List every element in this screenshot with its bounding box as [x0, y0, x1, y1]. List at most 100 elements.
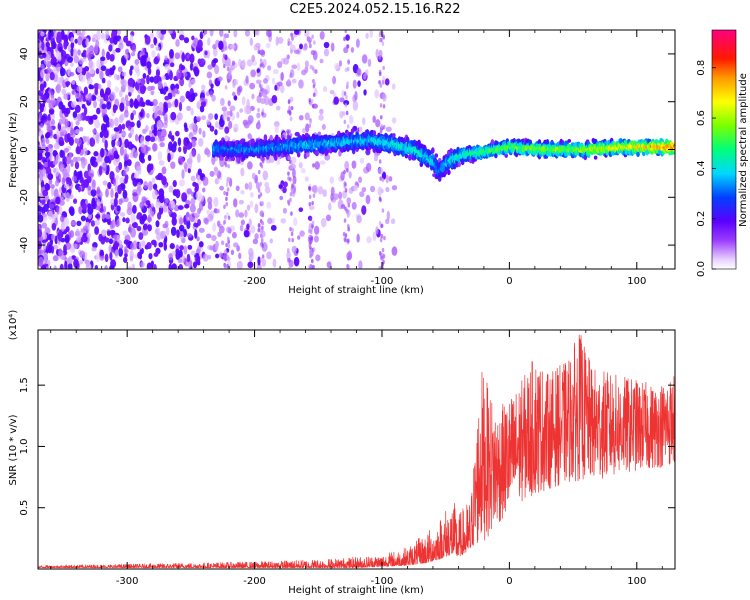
noise-streak: [257, 169, 261, 175]
noise-speckle: [75, 228, 80, 237]
noise-speckle: [114, 117, 119, 127]
noise-speckle: [357, 80, 361, 87]
noise-speckle: [146, 262, 153, 269]
noise-speckle: [178, 34, 185, 41]
noise-speckle: [157, 151, 163, 161]
noise-speckle: [128, 223, 133, 234]
noise-speckle: [121, 123, 126, 130]
noise-speckle: [285, 79, 292, 87]
noise-speckle: [119, 212, 126, 217]
noise-speckle: [47, 159, 51, 168]
noise-speckle: [106, 230, 111, 237]
noise-speckle: [152, 105, 159, 114]
noise-speckle: [345, 34, 350, 41]
noise-speckle: [293, 49, 300, 55]
noise-speckle: [57, 248, 63, 257]
noise-speckle: [243, 121, 250, 129]
noise-streak: [381, 41, 385, 46]
noise-streak: [309, 216, 313, 222]
noise-speckle: [254, 203, 259, 214]
noise-speckle: [391, 246, 398, 256]
noise-speckle: [314, 161, 320, 170]
noise-speckle: [99, 98, 104, 104]
noise-streak: [260, 164, 264, 169]
noise-speckle: [95, 214, 101, 219]
noise-speckle: [47, 126, 54, 134]
noise-speckle: [40, 69, 45, 79]
noise-speckle: [117, 66, 123, 73]
noise-speckle: [170, 111, 177, 121]
noise-speckle: [96, 198, 101, 207]
noise-streak: [346, 124, 350, 129]
noise-speckle: [75, 129, 80, 135]
noise-streak: [259, 192, 263, 197]
noise-speckle: [319, 160, 326, 165]
noise-streak: [227, 236, 230, 242]
noise-speckle: [118, 89, 123, 98]
noise-speckle: [70, 37, 75, 44]
noise-speckle: [141, 47, 146, 56]
noise-speckle: [89, 68, 95, 75]
noise-speckle: [186, 105, 191, 112]
noise-speckle: [44, 259, 50, 265]
noise-speckle: [124, 252, 128, 258]
noise-speckle: [219, 30, 224, 37]
noise-speckle: [244, 30, 250, 37]
noise-speckle: [61, 56, 65, 65]
noise-speckle: [127, 201, 132, 211]
noise-speckle: [348, 171, 352, 179]
noise-streak: [381, 208, 385, 213]
noise-speckle: [299, 43, 304, 50]
noise-speckle: [71, 80, 76, 85]
noise-speckle: [122, 217, 126, 223]
noise-speckle: [291, 78, 297, 84]
noise-streak: [308, 194, 312, 200]
noise-speckle: [124, 53, 129, 60]
noise-speckle: [67, 56, 73, 63]
noise-speckle: [83, 179, 90, 188]
noise-speckle: [136, 94, 141, 102]
ridge-cell: [517, 138, 521, 144]
noise-speckle: [82, 158, 88, 166]
noise-speckle: [77, 49, 81, 56]
noise-speckle: [146, 61, 152, 70]
ridge-cell: [296, 151, 301, 158]
noise-speckle: [181, 52, 186, 63]
noise-speckle: [141, 196, 147, 204]
noise-speckle: [301, 69, 307, 76]
noise-speckle: [178, 79, 185, 86]
noise-speckle: [40, 179, 45, 189]
noise-speckle: [80, 215, 87, 222]
noise-speckle: [150, 43, 154, 49]
noise-speckle: [367, 58, 372, 67]
noise-speckle: [63, 147, 69, 153]
noise-speckle: [330, 42, 335, 52]
noise-speckle: [82, 225, 88, 231]
noise-speckle: [293, 30, 300, 35]
noise-speckle: [112, 103, 117, 114]
noise-speckle: [163, 238, 167, 245]
noise-speckle: [155, 69, 161, 78]
noise-speckle: [273, 69, 279, 75]
noise-speckle: [252, 238, 259, 245]
noise-speckle: [99, 249, 104, 257]
noise-speckle: [202, 130, 206, 138]
noise-speckle: [136, 78, 141, 84]
noise-streak: [308, 123, 312, 129]
noise-speckle: [63, 217, 70, 228]
noise-speckle: [209, 170, 215, 177]
noise-speckle: [178, 101, 183, 112]
noise-speckle: [361, 186, 367, 193]
noise-speckle: [271, 95, 278, 104]
noise-speckle: [41, 102, 46, 108]
noise-speckle: [192, 66, 199, 74]
noise-speckle: [64, 120, 70, 127]
noise-speckle: [156, 30, 162, 39]
noise-streak: [343, 169, 346, 175]
noise-speckle: [372, 231, 377, 242]
noise-speckle: [65, 81, 71, 86]
noise-speckle: [123, 153, 130, 161]
noise-speckle: [78, 171, 83, 178]
noise-speckle: [96, 156, 103, 163]
noise-speckle: [146, 74, 150, 85]
